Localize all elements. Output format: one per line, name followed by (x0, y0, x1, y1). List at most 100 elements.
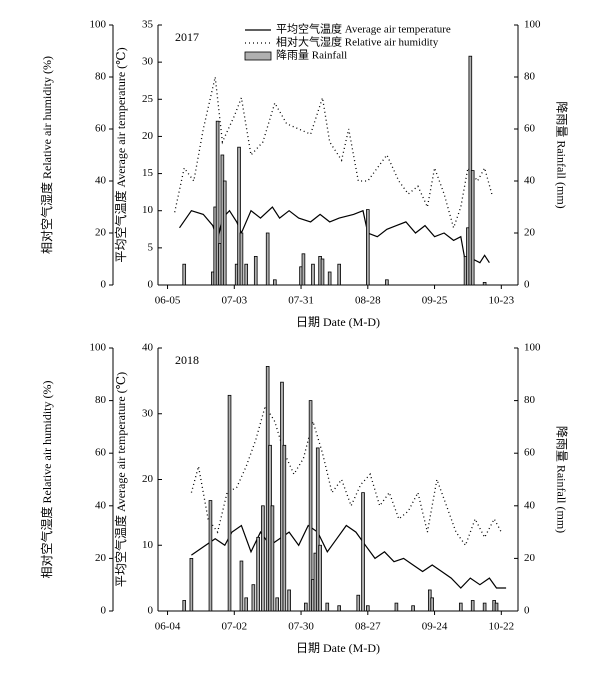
bar (318, 544, 322, 612)
y-tick-label: 40 (142, 342, 154, 354)
x-axis-label: 日期 Date (M-D) (296, 315, 380, 329)
y3-tick-label: 40 (95, 175, 107, 187)
bar (273, 279, 277, 286)
legend-label: 平均空气温度 Average air temperature (276, 22, 451, 36)
y2-axis-label: 降雨量 Rainfall (mm) (554, 101, 568, 208)
y3-tick-label: 0 (101, 279, 107, 291)
bar (361, 492, 365, 612)
y2-tick-label: 100 (524, 342, 541, 354)
x-tick-label: 09-25 (422, 295, 448, 307)
y3-axis-label: 相对空气湿度 Relative air humidity (%) (39, 56, 54, 254)
bar (337, 605, 341, 612)
bar (239, 560, 244, 612)
y2-tick-label: 40 (524, 499, 536, 511)
x-tick-label: 07-03 (221, 295, 247, 307)
bar (394, 602, 399, 612)
y2-tick-label: 0 (524, 279, 530, 291)
x-tick-label: 08-27 (355, 621, 381, 633)
x-tick-label: 10-22 (488, 621, 514, 633)
bar (308, 400, 313, 612)
bar (244, 263, 249, 286)
bar (282, 444, 287, 612)
bar (239, 232, 244, 286)
bar (253, 255, 258, 286)
y-tick-label: 5 (148, 241, 154, 253)
x-tick-label: 06-04 (155, 621, 181, 633)
y2-tick-label: 0 (524, 605, 530, 617)
bar (325, 602, 330, 612)
bar (208, 500, 213, 612)
y3-tick-label: 0 (101, 605, 107, 617)
y-tick-label: 0 (148, 279, 154, 291)
bar (265, 232, 270, 286)
x-tick-label: 06-05 (155, 295, 181, 307)
bar (251, 584, 256, 612)
x-tick-label: 07-31 (288, 295, 314, 307)
y3-tick-label: 100 (90, 19, 107, 31)
bar (301, 253, 306, 286)
bar (304, 602, 308, 612)
legend-swatch (244, 51, 272, 61)
bar (182, 600, 187, 612)
bar (227, 394, 232, 612)
y-axis-label: 平均空气温度 Average air temperature (℃) (113, 47, 128, 262)
bar (189, 558, 194, 612)
bar (215, 120, 220, 286)
bar (261, 505, 265, 612)
bar (275, 597, 280, 612)
y2-tick-label: 20 (524, 227, 536, 239)
bar (182, 263, 187, 286)
legend-label: 相对大气湿度 Relative air humidity (276, 35, 439, 49)
temperature-line (191, 524, 507, 589)
legend-label: 降雨量 Rainfall (276, 48, 347, 62)
y2-tick-label: 20 (524, 552, 536, 564)
y-tick-label: 0 (148, 605, 154, 617)
y-tick-label: 10 (142, 539, 154, 551)
bar (237, 146, 241, 286)
x-tick-label: 07-02 (221, 621, 247, 633)
bar (411, 605, 415, 612)
annotation: 2017 (175, 30, 199, 44)
y-tick-label: 15 (142, 167, 154, 179)
y-tick-label: 10 (142, 204, 154, 216)
bar (287, 589, 291, 612)
y2-axis-label: 降雨量 Rainfall (mm) (554, 426, 568, 533)
y-axis-label: 平均空气温度 Average air temperature (℃) (113, 372, 128, 587)
y3-tick-label: 60 (95, 123, 107, 135)
y-tick-label: 25 (142, 93, 154, 105)
bar (482, 602, 487, 612)
y2-tick-label: 80 (524, 394, 536, 406)
y3-tick-label: 20 (95, 552, 107, 564)
y2-tick-label: 60 (524, 123, 536, 135)
y2-tick-label: 80 (524, 71, 536, 83)
bar (222, 180, 227, 286)
y3-tick-label: 40 (95, 499, 107, 511)
bar (494, 602, 499, 612)
x-tick-label: 10-23 (488, 295, 514, 307)
bar (470, 600, 475, 612)
bar (430, 597, 434, 612)
temperature-line (179, 206, 490, 264)
x-tick-label: 09-24 (422, 621, 448, 633)
bar (256, 536, 260, 612)
bar (320, 258, 325, 286)
bar (356, 594, 361, 612)
bar (315, 447, 320, 612)
y-tick-label: 20 (142, 130, 154, 142)
y-tick-label: 20 (142, 473, 154, 485)
bar (244, 597, 249, 612)
bar (366, 209, 370, 286)
humidity-line (190, 404, 502, 547)
x-axis-label: 日期 Date (M-D) (296, 641, 380, 655)
bar (470, 170, 475, 286)
humidity-line (174, 76, 493, 230)
y-tick-label: 35 (142, 19, 154, 31)
y3-tick-label: 100 (90, 342, 107, 354)
annotation: 2018 (175, 353, 199, 367)
y3-axis-label: 相对空气湿度 Relative air humidity (%) (39, 381, 54, 579)
bar (311, 263, 315, 286)
y2-tick-label: 100 (524, 19, 541, 31)
y2-tick-label: 60 (524, 447, 536, 459)
x-tick-label: 07-30 (288, 621, 314, 633)
bar (366, 605, 370, 612)
